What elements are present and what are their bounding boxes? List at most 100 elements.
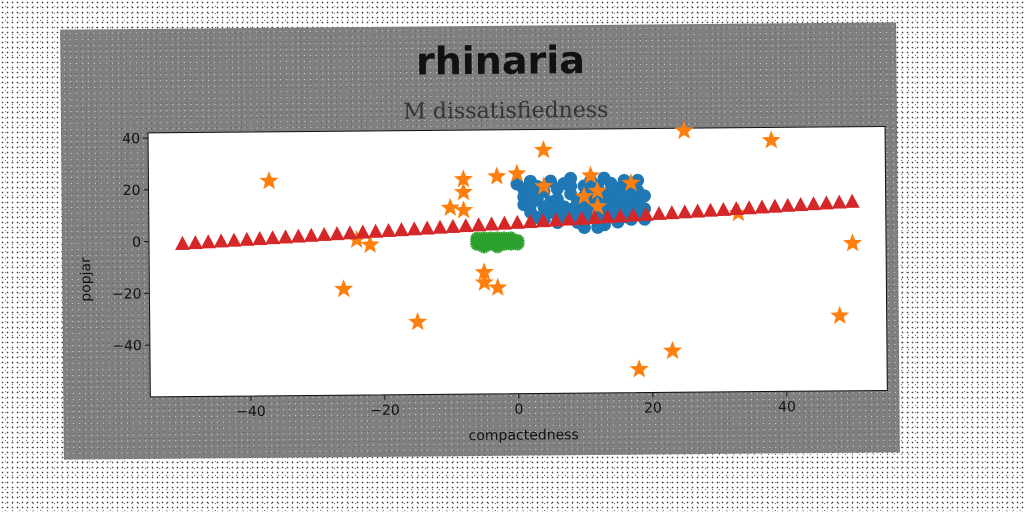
data-point-spike: [503, 234, 518, 249]
data-point-triangle: [741, 200, 757, 215]
data-point-triangle: [175, 235, 191, 250]
data-point-triangle: [806, 196, 822, 211]
data-point-star: [487, 166, 507, 185]
data-point-star: [453, 169, 473, 188]
data-point-triangle: [754, 199, 770, 214]
data-point-triangle: [844, 193, 860, 208]
data-point-triangle: [831, 194, 847, 209]
data-point-star: [334, 279, 354, 298]
data-point-triangle: [651, 205, 667, 221]
data-point-triangle: [290, 228, 306, 243]
data-point-triangle: [793, 197, 809, 212]
data-point-triangle: [497, 215, 513, 230]
data-point-triangle: [638, 206, 654, 221]
data-point-triangle: [226, 232, 242, 247]
y-tick-label: 20: [123, 183, 141, 199]
data-point-triangle: [574, 210, 590, 225]
data-point-triangle: [316, 226, 332, 242]
data-point-triangle: [625, 207, 641, 222]
data-point-star: [581, 165, 601, 184]
data-marks: [175, 120, 863, 378]
data-point-triangle: [432, 219, 448, 234]
x-axis-label: compactedness: [469, 427, 579, 444]
data-point-star: [588, 196, 608, 215]
data-point-star: [454, 200, 474, 219]
data-point-triangle: [278, 229, 294, 244]
data-point-spike: [477, 239, 492, 254]
data-point-triangle: [484, 216, 500, 231]
y-tick-label: 40: [122, 131, 140, 147]
y-axis-label: popjar: [78, 257, 94, 302]
axis-ticks: −40 −20 0 20 40 −40 −20 0 20 40: [112, 131, 796, 420]
data-point-star: [574, 186, 594, 205]
data-point-triangle: [548, 212, 564, 227]
data-point-triangle: [600, 209, 616, 224]
data-point-triangle: [664, 205, 680, 220]
data-point-star: [830, 305, 850, 324]
data-point-star: [488, 277, 508, 296]
data-point-triangle: [715, 201, 731, 216]
data-point-star: [674, 120, 694, 139]
chart-title: rhinaria: [416, 38, 585, 83]
data-point-circle: [550, 200, 564, 214]
data-point-triangle: [381, 222, 397, 238]
data-point-triangle: [522, 214, 538, 229]
x-tick-label: 20: [644, 400, 662, 416]
data-point-triangle: [213, 233, 229, 248]
data-point-circle: [564, 179, 578, 193]
data-point-triangle: [471, 217, 487, 232]
data-point-spike: [490, 239, 505, 254]
data-point-circle: [524, 198, 538, 212]
data-point-star: [259, 171, 279, 190]
data-point-triangle: [393, 222, 409, 237]
x-tick-label: −40: [236, 404, 266, 420]
data-point-star: [507, 163, 527, 182]
data-point-star: [534, 176, 554, 195]
data-point-triangle: [252, 231, 268, 246]
data-point-triangle: [728, 201, 744, 216]
data-point-star: [474, 262, 494, 281]
data-point-star: [843, 233, 863, 252]
data-point-triangle: [703, 202, 719, 217]
chart-subtitle: M dissatisfiedness: [403, 98, 608, 125]
data-point-triangle: [303, 227, 319, 242]
data-point-spike: [510, 236, 525, 251]
y-tick-label: 0: [132, 235, 141, 251]
x-tick-label: 40: [778, 399, 796, 415]
data-point-star: [663, 340, 683, 360]
data-point-triangle: [200, 234, 216, 249]
data-point-star: [587, 181, 607, 200]
data-point-circle: [637, 189, 651, 203]
data-point-triangle: [535, 213, 551, 228]
chart-figure: rhinaria M dissatisfiedness compactednes…: [60, 22, 900, 460]
data-point-triangle: [767, 198, 783, 213]
y-tick-label: −40: [112, 338, 142, 354]
data-point-triangle: [677, 204, 693, 219]
data-point-triangle: [612, 208, 628, 223]
data-point-star: [621, 173, 641, 192]
data-point-star: [408, 312, 428, 331]
data-point-triangle: [419, 220, 435, 235]
data-point-triangle: [239, 231, 255, 246]
data-point-spike: [483, 234, 498, 249]
data-point-triangle: [265, 230, 281, 245]
data-point-spike: [490, 231, 505, 246]
data-point-star: [533, 140, 553, 159]
data-point-triangle: [406, 221, 422, 236]
data-point-triangle: [355, 224, 371, 239]
data-point-star: [453, 182, 473, 201]
chart-svg: rhinaria M dissatisfiedness compactednes…: [78, 38, 888, 444]
data-point-star: [761, 130, 781, 149]
data-point-star: [474, 272, 494, 291]
data-point-spike: [470, 231, 485, 246]
data-point-triangle: [509, 214, 525, 229]
data-point-triangle: [587, 209, 603, 225]
data-point-triangle: [368, 223, 384, 238]
x-tick-label: −20: [370, 403, 400, 419]
data-point-triangle: [329, 226, 345, 241]
data-point-triangle: [342, 225, 358, 240]
data-point-triangle: [780, 197, 796, 212]
data-point-triangle: [458, 218, 474, 233]
data-point-triangle: [445, 218, 461, 233]
x-tick-label: 0: [514, 402, 523, 418]
